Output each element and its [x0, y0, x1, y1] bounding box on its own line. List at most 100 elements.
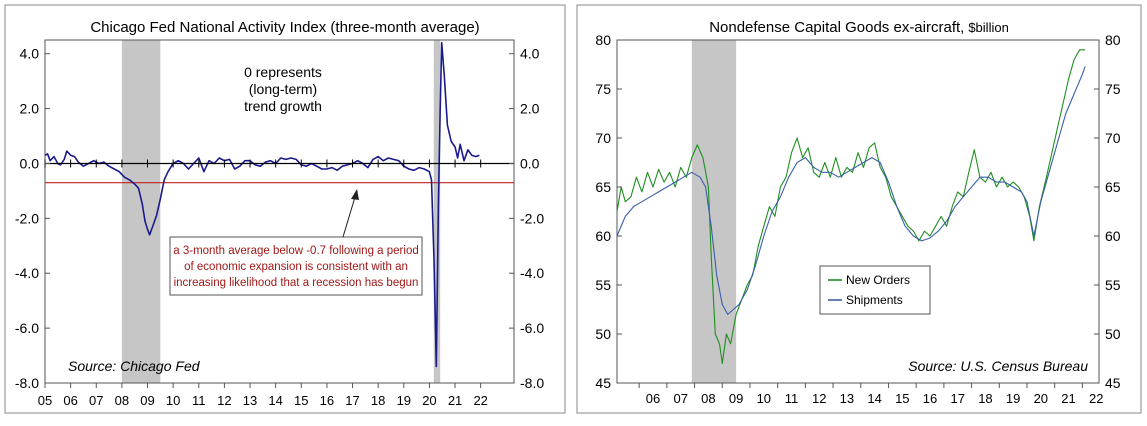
series-line [616, 66, 1086, 315]
y-tick-label: -2.0 [15, 210, 39, 226]
annotation-top-line-3: trend growth [244, 98, 322, 114]
x-tick-label: 06 [646, 391, 660, 406]
annotation-box-frame [169, 236, 423, 296]
y-tick-label: 60 [1105, 228, 1121, 244]
series-line [44, 41, 480, 368]
annotation-box-line-1: a 3-month average below -0.7 following a… [173, 245, 418, 257]
series-lines [616, 49, 1086, 364]
panel-border [4, 4, 566, 414]
x-tick-label: 10 [757, 391, 771, 406]
y-tick-labels-left: 4.0 2.0 0.0 -2.0 -4.0 -6.0 -8.0 [15, 46, 50, 391]
legend-frame [819, 265, 931, 315]
y-tick-label: 65 [1105, 179, 1121, 195]
y-tick-label: -4.0 [15, 265, 39, 281]
panel-border [576, 4, 1142, 414]
y-tick-label: 45 [1105, 375, 1121, 391]
y-tick-label: 0.0 [520, 155, 540, 171]
x-tick-label: 13 [243, 393, 257, 408]
x-tick-label: 20 [422, 393, 436, 408]
y-tick-label: -2.0 [520, 210, 544, 226]
y-tick-label: -4.0 [520, 265, 544, 281]
y-tick-label: 60 [595, 228, 611, 244]
annotation-arrow-shaft [342, 196, 356, 238]
y-tick-label: 50 [1105, 326, 1121, 342]
annotation-box: a 3-month average below -0.7 following a… [169, 189, 423, 296]
annotation-arrow-head [351, 189, 359, 200]
annotation-top-line-2: (long-term) [249, 81, 317, 97]
y-tick-label: 0.0 [20, 155, 40, 171]
y-tick-label: -8.0 [15, 375, 39, 391]
y-tick-label: 50 [595, 326, 611, 342]
y-tick-label: 75 [595, 81, 611, 97]
x-tick-label: 15 [294, 393, 308, 408]
y-tick-label: 45 [595, 375, 611, 391]
annotation-box-line-3: increasing likelihood that a recession h… [174, 277, 419, 289]
legend: New Orders Shipments [819, 265, 931, 315]
x-tick-label: 14 [867, 391, 881, 406]
recession-band [433, 40, 441, 383]
chart-title-main: Nondefense Capital Goods ex-aircraft, [709, 19, 964, 36]
y-tick-label: 55 [595, 277, 611, 293]
x-tick-label: 08 [701, 391, 715, 406]
source-label: Source: Chicago Fed [68, 358, 201, 374]
y-tick-label: -6.0 [15, 320, 39, 336]
y-tick-label: 4.0 [20, 46, 40, 62]
chart-panel-cfnai: Chicago Fed National Activity Index (thr… [4, 4, 566, 414]
chart-title: Nondefense Capital Goods ex-aircraft, $bi… [709, 19, 1009, 36]
y-tick-label: 80 [1105, 32, 1121, 48]
x-tick-label: 08 [115, 393, 129, 408]
x-tick-label: 06 [63, 393, 77, 408]
legend-label-shipments: Shipments [846, 293, 903, 307]
y-tick-labels-left: 80 75 70 65 60 55 50 45 [595, 32, 622, 391]
y-tick-labels-right: 80 75 70 65 60 55 50 45 [1094, 32, 1121, 391]
y-tick-label: -6.0 [520, 320, 544, 336]
y-tick-label: 70 [595, 130, 611, 146]
x-tick-label: 21 [448, 393, 462, 408]
y-tick-labels-right: 4.0 2.0 0.0 -2.0 -4.0 -6.0 -8.0 [509, 46, 544, 391]
x-tick-label: 15 [895, 391, 909, 406]
recession-band [691, 40, 737, 383]
x-tick-label: 18 [371, 393, 385, 408]
y-tick-label: 75 [1105, 81, 1121, 97]
recession-band [121, 40, 161, 383]
x-tick-label: 21 [1061, 391, 1075, 406]
y-tick-label: 70 [1105, 130, 1121, 146]
x-tick-label: 22 [1089, 391, 1103, 406]
x-tick-label: 11 [192, 393, 206, 408]
x-tick-label: 20 [1034, 391, 1048, 406]
x-tick-label: 09 [729, 391, 743, 406]
y-tick-label: 2.0 [520, 101, 540, 117]
x-tick-label: 18 [978, 391, 992, 406]
x-tick-label: 14 [268, 393, 282, 408]
x-tick-label: 17 [345, 393, 359, 408]
y-tick-label: 65 [595, 179, 611, 195]
x-tick-label: 16 [923, 391, 937, 406]
x-tick-label: 05 [38, 393, 52, 408]
y-tick-label: 55 [1105, 277, 1121, 293]
legend-label-new-orders: New Orders [846, 273, 910, 287]
y-tick-label: 4.0 [520, 46, 540, 62]
x-tick-labels: 05 06 07 08 09 10 11 12 13 14 15 16 17 18 19 20 21 22 [38, 383, 488, 408]
annotation-box-line-2: of economic expansion is consistent with… [184, 261, 408, 273]
chart-title-unit: $billion [968, 20, 1008, 35]
x-tick-label: 07 [673, 391, 687, 406]
x-tick-label: 10 [166, 393, 180, 408]
x-tick-label: 07 [89, 393, 103, 408]
x-tick-label: 19 [397, 393, 411, 408]
recession-bands [121, 40, 441, 383]
source-label: Source: U.S. Census Bureau [908, 358, 1088, 374]
recession-bands [691, 40, 737, 383]
x-tick-label: 17 [950, 391, 964, 406]
x-tick-label: 12 [812, 391, 826, 406]
x-tick-label: 19 [1006, 391, 1020, 406]
annotation-top: 0 represents (long-term) trend growth [244, 64, 322, 114]
x-tick-label: 11 [785, 391, 799, 406]
x-tick-label: 16 [320, 393, 334, 408]
y-tick-label: 2.0 [20, 101, 40, 117]
x-tick-label: 22 [473, 393, 487, 408]
chart-panel-capital-goods: Nondefense Capital Goods ex-aircraft, $bi… [576, 4, 1142, 414]
x-tick-label: 09 [140, 393, 154, 408]
x-tick-labels: 06 07 08 09 10 11 12 13 14 15 16 17 18 19 20 21 22 [638, 383, 1103, 406]
annotation-top-line-1: 0 represents [244, 64, 322, 80]
